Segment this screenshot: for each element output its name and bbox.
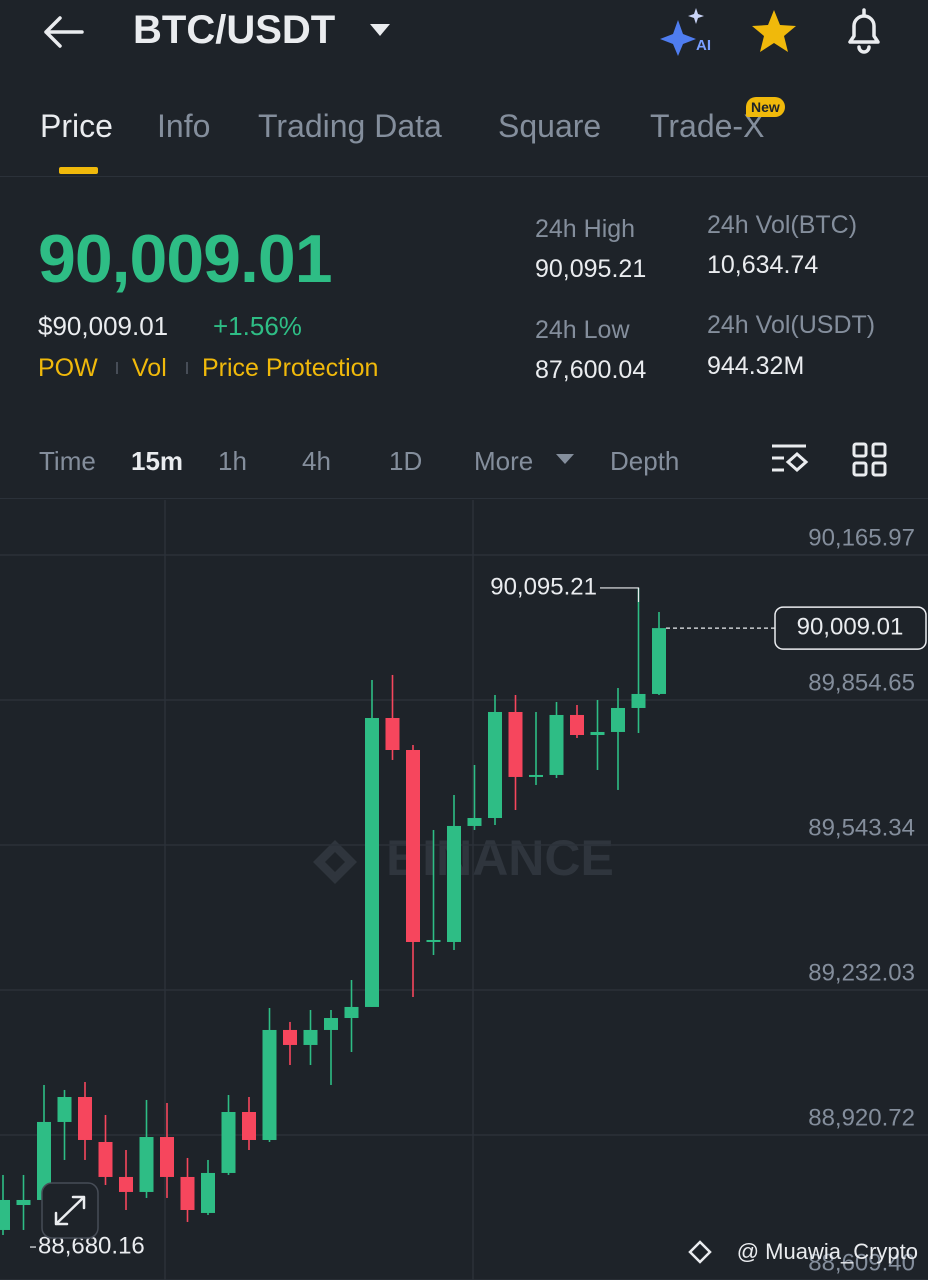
stat-value: 944.32M <box>707 352 805 380</box>
pair-dropdown[interactable] <box>368 22 392 38</box>
more-caret[interactable] <box>555 452 575 466</box>
candle-body <box>570 714 584 736</box>
candle-body <box>242 1111 256 1140</box>
candle-body <box>37 1121 51 1200</box>
candle-body <box>16 1199 31 1206</box>
candle-body <box>652 628 666 694</box>
tab[interactable]: Price <box>40 108 113 144</box>
interval-label: Time <box>39 446 96 476</box>
candle-body <box>180 1176 195 1210</box>
divider <box>0 498 928 499</box>
candle-body <box>119 1176 133 1192</box>
interval-option[interactable]: 15m <box>131 446 184 476</box>
candle-body <box>324 1018 338 1030</box>
svg-text:AI: AI <box>696 37 711 54</box>
candle-body <box>283 1029 297 1045</box>
tab[interactable]: Info <box>157 108 211 144</box>
candle-body <box>467 818 482 826</box>
divider <box>0 176 928 177</box>
candle-body <box>344 1006 359 1019</box>
candle-body <box>262 1029 277 1140</box>
candle-body <box>57 1096 72 1122</box>
candle-body <box>549 714 564 775</box>
candle-body <box>529 774 543 777</box>
stat-value: 90,095.21 <box>535 255 647 283</box>
stat-label: 24h Low <box>535 316 630 344</box>
last-price-box <box>774 606 927 650</box>
fullscreen-icon[interactable] <box>54 1195 86 1226</box>
candle-body <box>590 731 605 736</box>
indicator-settings[interactable] <box>770 442 810 478</box>
y-tick-label: 88,920.72 <box>808 1104 915 1131</box>
candle-body <box>631 693 646 708</box>
y-tick-label: 90,165.97 <box>808 524 915 551</box>
candlestick-chart: BINANCE 90,165.97 89,854.65 89,543.34 89,23… <box>0 500 928 1280</box>
credit: @ Muawia_Crypto <box>737 1239 918 1264</box>
interval-option[interactable]: 1D <box>389 446 423 476</box>
stat-label: 24h High <box>535 215 636 243</box>
y-tick-label: 89,854.65 <box>808 669 915 696</box>
y-tick-label: 89,232.03 <box>808 959 915 986</box>
active-tab-indicator <box>59 167 98 174</box>
stat-value: 10,634.74 <box>707 251 819 279</box>
candle-body <box>426 939 441 942</box>
back-button[interactable] <box>40 12 88 52</box>
candle-body <box>447 825 461 942</box>
candle-body <box>303 1029 318 1045</box>
candle-body <box>488 711 502 819</box>
stat-label: 24h Vol(BTC) <box>707 211 858 239</box>
high-marker-line <box>600 587 640 602</box>
price-change: +1.56% <box>213 311 302 341</box>
favorite-star[interactable] <box>750 8 798 54</box>
ai-icon[interactable]: AI <box>658 6 712 56</box>
y-tick-label: 88,609.40 <box>808 1249 915 1276</box>
candle-body <box>406 750 420 942</box>
tag[interactable]: Price Protection <box>202 354 379 382</box>
interval-option[interactable]: 4h <box>302 446 331 476</box>
new-badge: New <box>746 97 785 117</box>
layout-grid[interactable] <box>852 442 888 478</box>
y-tick-label: 89,543.34 <box>808 814 915 841</box>
tag[interactable]: POW <box>38 354 98 382</box>
candle-body <box>160 1137 174 1177</box>
candle-body <box>508 711 523 777</box>
watermark: BINANCE <box>386 830 614 886</box>
candle-body <box>611 707 625 732</box>
candle-body <box>98 1141 113 1177</box>
candle-body <box>78 1096 92 1140</box>
pair-title[interactable]: BTC/USDT <box>133 8 336 52</box>
depth-tab[interactable]: Depth <box>610 446 680 476</box>
high-marker-label: 90,095.21 <box>490 573 597 600</box>
candle-body <box>385 718 400 751</box>
fiat-price: $90,009.01 <box>38 311 169 341</box>
candle-body <box>139 1137 154 1192</box>
interval-more[interactable]: More <box>474 446 534 476</box>
tab[interactable]: Square <box>498 108 602 144</box>
candle-body <box>0 1199 10 1230</box>
tag-separator <box>116 362 118 374</box>
tab[interactable]: Trading Data <box>258 108 442 144</box>
candle-body <box>365 718 379 1007</box>
candle-body <box>221 1111 236 1173</box>
watermark-logo <box>313 840 357 884</box>
candle-body <box>201 1172 215 1213</box>
last-price-label: 90,009.01 <box>797 613 904 640</box>
tag[interactable]: Vol <box>132 354 167 382</box>
interval-option[interactable]: 1h <box>218 446 247 476</box>
credit-logo <box>688 1240 712 1264</box>
stat-label: 24h Vol(USDT) <box>707 311 876 339</box>
last-price: 90,009.01 <box>38 221 333 297</box>
tab[interactable]: Trade-X <box>650 108 765 144</box>
notification-bell[interactable] <box>840 6 888 54</box>
stat-value: 87,600.04 <box>535 356 647 384</box>
tag-separator <box>186 362 188 374</box>
